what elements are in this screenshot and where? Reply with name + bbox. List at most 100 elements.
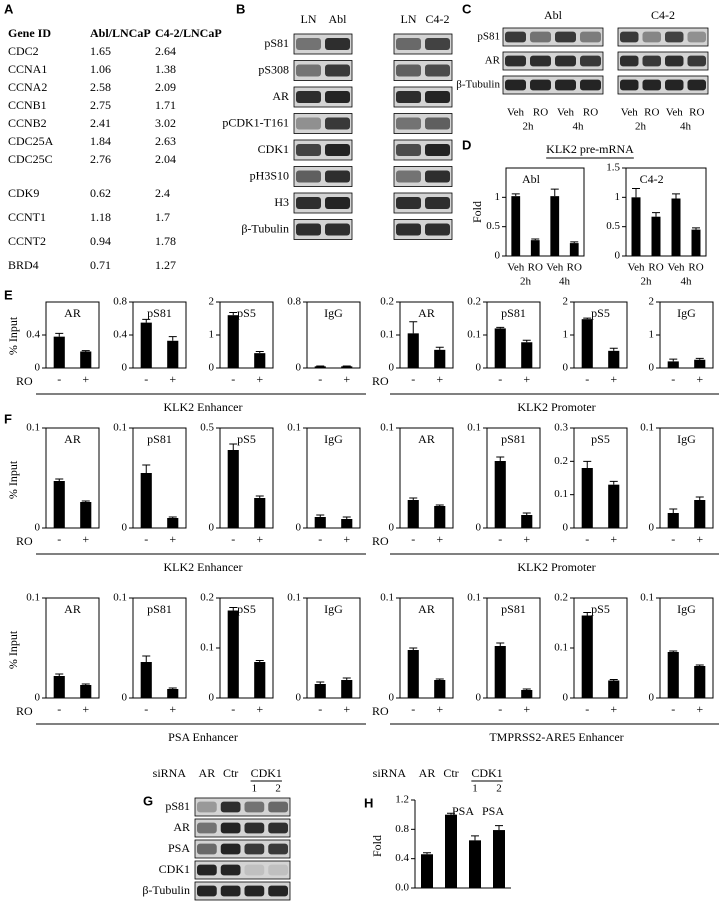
blot-band (642, 55, 661, 67)
condition-label: + (610, 532, 617, 546)
y-tick-label: 0.5 (486, 220, 500, 232)
y-axis-label: % Input (6, 460, 20, 499)
bar (140, 473, 152, 528)
y-tick-label: 0.4 (395, 852, 409, 864)
y-axis-label: % Input (6, 316, 20, 355)
condition-label: + (82, 702, 89, 716)
chart-title: pS81 (147, 432, 172, 446)
y-tick-label: 0.1 (200, 642, 214, 654)
blot-band (665, 79, 684, 91)
blot-band (244, 843, 265, 855)
plot-frame (45, 427, 100, 529)
blot-band (244, 801, 265, 813)
error-bar (255, 495, 264, 498)
chart-title: pS5 (237, 306, 256, 320)
error-bar (632, 188, 640, 198)
condition-label: - (231, 702, 235, 716)
blot-band (687, 31, 706, 43)
table-cell: CCNA2 (8, 80, 47, 94)
error-bar (168, 516, 177, 518)
plot-frame (659, 427, 714, 529)
table-cell: 2.04 (155, 152, 176, 166)
y-tick-label: 0 (122, 522, 128, 534)
blot-band (197, 885, 217, 897)
time-label: 4h (559, 276, 571, 288)
bar (608, 484, 620, 528)
condition-label: - (585, 372, 589, 386)
treatment-label: RO (16, 534, 33, 548)
condition-label: + (343, 372, 350, 386)
blot-band (425, 117, 450, 130)
y-tick-label: 0 (209, 522, 215, 534)
chart-title: pS5 (591, 602, 610, 616)
bar (341, 680, 353, 698)
blot-band (530, 31, 551, 43)
time-label: 4h (681, 276, 693, 288)
table-cell: 1.84 (90, 134, 111, 148)
bar (227, 315, 239, 368)
blot (617, 75, 709, 95)
y-tick-label: 0.1 (26, 592, 40, 604)
blot-band (425, 197, 450, 209)
blot-band (687, 79, 706, 91)
blot-band (325, 117, 350, 130)
bar (227, 610, 239, 698)
plot-frame (505, 167, 585, 257)
error-bar (570, 241, 579, 244)
error-bar (695, 664, 704, 666)
lane-label: C4-2 (426, 12, 450, 26)
table-cell: 2.76 (90, 152, 111, 166)
chart-title: AR (64, 306, 81, 320)
sublane-label: 1 (472, 783, 478, 795)
error-bar (435, 678, 444, 680)
error-bar (583, 460, 592, 468)
bar (581, 468, 593, 528)
y-tick-label: 0.1 (554, 642, 568, 654)
condition-label: + (696, 532, 703, 546)
chart-title: C4-2 (640, 172, 664, 186)
table-cell: CDK9 (8, 186, 39, 200)
blot-band (530, 55, 551, 67)
y-tick-label: 0.2 (467, 296, 481, 308)
lane-label: CDK1 (471, 766, 502, 780)
panel-label: F (4, 411, 12, 426)
blot-band (325, 223, 350, 236)
bar (407, 500, 419, 528)
condition-label: + (343, 532, 350, 546)
bar (608, 680, 620, 698)
blot-band (396, 117, 421, 130)
condition-label: + (696, 372, 703, 386)
table-cell: 2.75 (90, 98, 111, 112)
blot-band (425, 144, 450, 156)
time-label: 2h (520, 276, 532, 288)
error-bar (522, 512, 531, 515)
y-tick-label: 0.1 (26, 422, 40, 434)
error-bar (609, 347, 618, 351)
chart-title: IgG (324, 432, 343, 446)
treatment-label: RO (372, 704, 389, 718)
row-label: H3 (274, 195, 289, 209)
table-cell: 2.58 (90, 80, 111, 94)
y-tick-label: 0.2 (554, 592, 568, 604)
chart-title: Abl (522, 172, 541, 186)
condition-label: + (256, 532, 263, 546)
chart-title: AR (64, 602, 81, 616)
plot-frame (306, 427, 361, 529)
lane-label: RO (644, 107, 659, 119)
lane-label: Abl (329, 12, 348, 26)
blot-band (555, 31, 576, 43)
row-label: AR (272, 89, 289, 103)
y-tick-label: 0 (296, 522, 302, 534)
group-label: KLK2 Enhancer (164, 400, 243, 414)
sublane-label: 2 (275, 783, 281, 795)
group-label: KLK2 Enhancer (164, 560, 243, 574)
y-tick-label: 1 (495, 191, 501, 203)
condition-label: - (57, 372, 61, 386)
y-tick-label: 2 (649, 296, 655, 308)
chart-title: AR (418, 306, 435, 320)
blot-band (296, 223, 321, 236)
condition-label: - (411, 532, 415, 546)
lane-label: LN (301, 12, 317, 26)
row-label: AR (485, 55, 501, 67)
blot-band (396, 223, 421, 236)
